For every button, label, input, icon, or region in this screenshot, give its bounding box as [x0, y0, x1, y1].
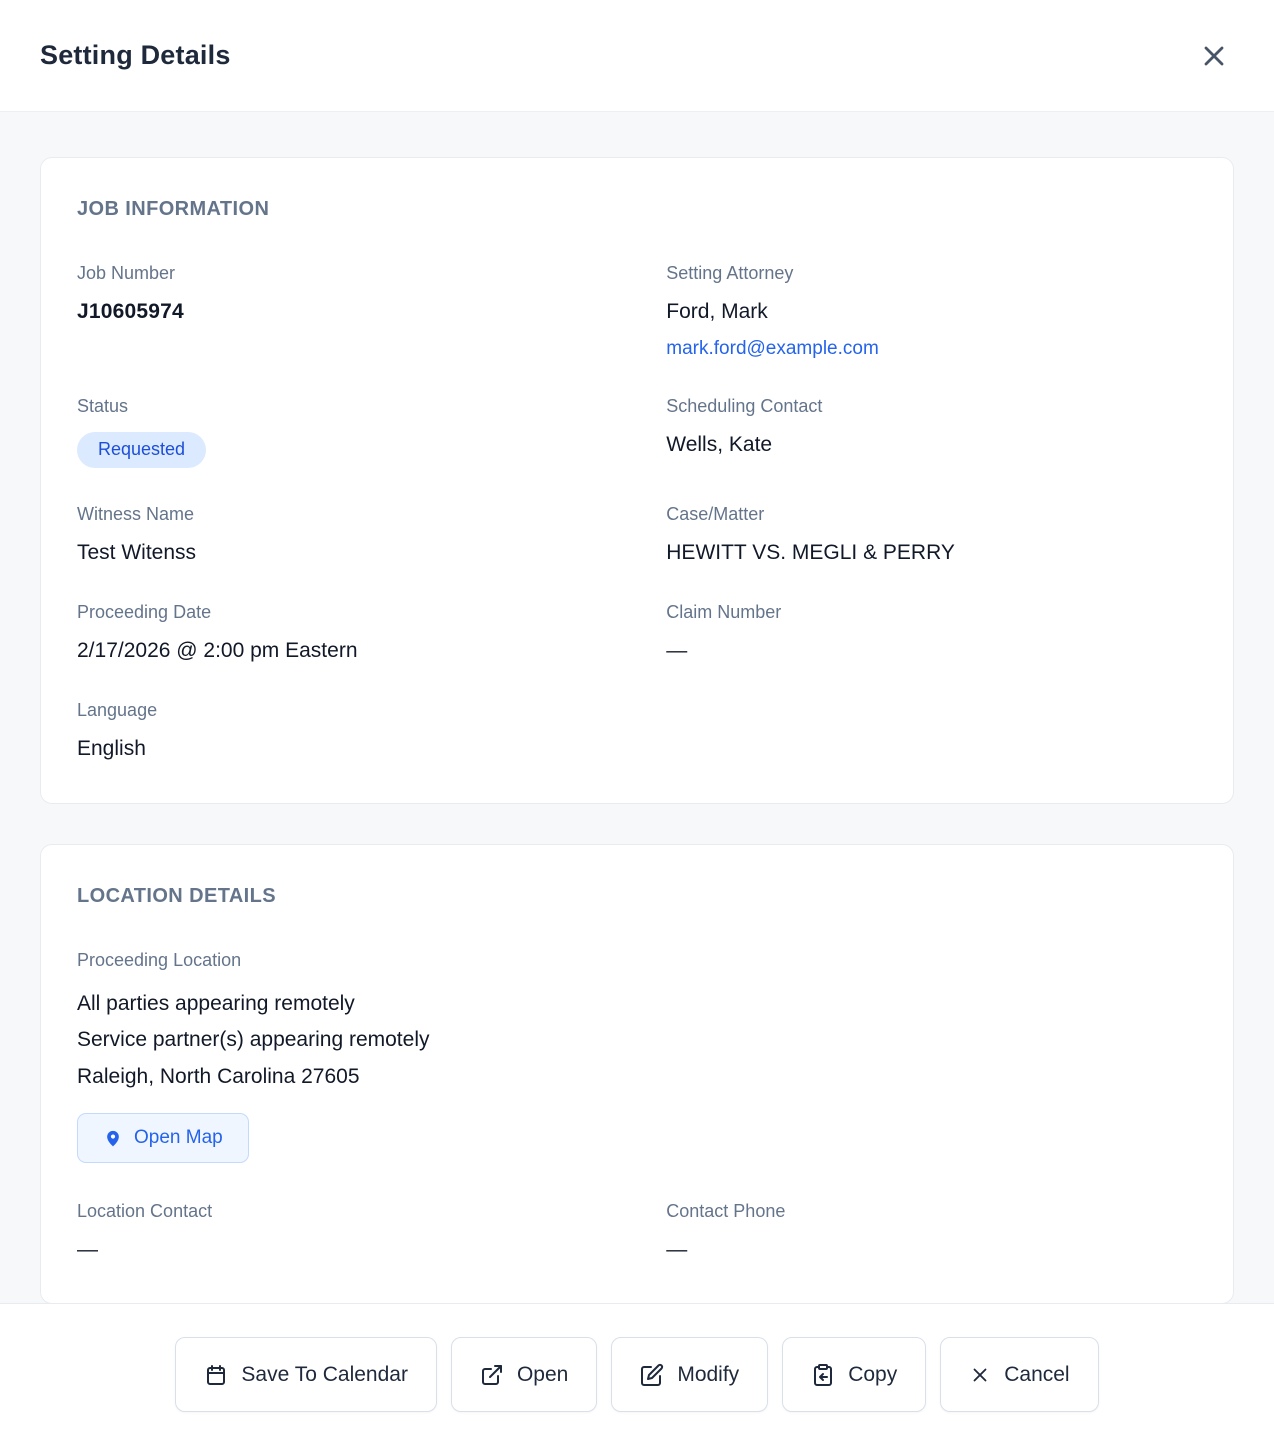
- field-status: Status Requested: [77, 396, 634, 468]
- calendar-icon: [204, 1363, 228, 1387]
- field-label: Contact Phone: [666, 1201, 786, 1222]
- case-matter-value: HEWITT VS. MEGLI & PERRY: [666, 540, 955, 564]
- modal-header: Setting Details: [0, 0, 1274, 112]
- location-details-card: LOCATION DETAILS Proceeding Location All…: [40, 843, 1234, 1305]
- open-map-label: Open Map: [134, 1127, 223, 1149]
- field-label: Proceeding Location: [77, 949, 242, 970]
- field-case-matter: Case/Matter HEWITT VS. MEGLI & PERRY: [666, 504, 1197, 566]
- open-button[interactable]: Open: [450, 1337, 598, 1412]
- button-label: Cancel: [1004, 1362, 1070, 1386]
- field-label: Setting Attorney: [666, 263, 794, 283]
- field-label: Status: [77, 396, 129, 417]
- field-proceeding-date: Proceeding Date 2/17/2026 @ 2:00 pm East…: [77, 602, 634, 664]
- contact-phone-value: —: [666, 1238, 688, 1262]
- button-label: Copy: [848, 1362, 898, 1386]
- field-location-contact: Location Contact —: [77, 1201, 634, 1263]
- edit-icon: [640, 1363, 664, 1387]
- close-button[interactable]: [1194, 36, 1234, 76]
- location-details-heading: LOCATION DETAILS: [77, 884, 276, 907]
- field-label: Language: [77, 700, 158, 721]
- cancel-button[interactable]: Cancel: [940, 1337, 1099, 1412]
- field-label: Proceeding Date: [77, 602, 212, 623]
- button-label: Save To Calendar: [241, 1362, 408, 1386]
- field-label: Location Contact: [77, 1201, 213, 1222]
- location-line: All parties appearing remotely: [77, 991, 355, 1015]
- field-proceeding-location: Proceeding Location All parties appearin…: [77, 950, 1197, 1096]
- job-information-card: JOB INFORMATION Job Number J10605974 Set…: [40, 157, 1234, 804]
- job-number-value: J10605974: [77, 300, 184, 323]
- map-pin-icon: [103, 1128, 123, 1148]
- button-label: Open: [516, 1362, 569, 1386]
- field-label: Case/Matter: [666, 503, 765, 524]
- location-contact-value: —: [77, 1238, 98, 1262]
- page-title: Setting Details: [40, 40, 231, 70]
- save-to-calendar-button[interactable]: Save To Calendar: [175, 1337, 437, 1412]
- field-label: Scheduling Contact: [666, 396, 823, 417]
- button-label: Modify: [677, 1362, 740, 1386]
- close-icon: [1198, 40, 1230, 72]
- location-line: Raleigh, North Carolina 27605: [77, 1064, 360, 1088]
- location-line: Service partner(s) appearing remotely: [77, 1028, 430, 1052]
- external-link-icon: [480, 1363, 504, 1387]
- job-information-heading: JOB INFORMATION: [77, 198, 270, 220]
- field-setting-attorney: Setting Attorney Ford, Mark mark.ford@ex…: [666, 263, 1197, 360]
- language-value: English: [77, 737, 146, 761]
- modal-body: JOB INFORMATION Job Number J10605974 Set…: [0, 112, 1274, 1305]
- witness-name-value: Test Witenss: [77, 540, 197, 564]
- setting-attorney-value: Ford, Mark: [666, 300, 768, 323]
- attorney-email-link[interactable]: mark.ford@example.com: [666, 338, 879, 360]
- field-job-number: Job Number J10605974: [77, 263, 634, 325]
- field-label: Claim Number: [666, 602, 782, 623]
- field-language: Language English: [77, 700, 634, 762]
- copy-button[interactable]: Copy: [782, 1337, 927, 1412]
- proceeding-date-value: 2/17/2026 @ 2:00 pm Eastern: [77, 639, 358, 663]
- field-label: Witness Name: [77, 503, 195, 524]
- proceeding-location-value: All parties appearing remotely Service p…: [77, 986, 1197, 1096]
- modal-footer: Save To Calendar Open Modify: [0, 1303, 1274, 1440]
- scheduling-contact-value: Wells, Kate: [666, 433, 773, 457]
- field-scheduling-contact: Scheduling Contact Wells, Kate: [666, 396, 1197, 458]
- field-claim-number: Claim Number —: [666, 602, 1197, 664]
- field-witness-name: Witness Name Test Witenss: [77, 504, 634, 566]
- modify-button[interactable]: Modify: [611, 1337, 769, 1412]
- open-map-button[interactable]: Open Map: [77, 1113, 249, 1164]
- claim-number-value: —: [666, 639, 688, 663]
- field-label: Job Number: [77, 263, 176, 283]
- clipboard-icon: [811, 1363, 835, 1387]
- field-contact-phone: Contact Phone —: [666, 1201, 1197, 1263]
- status-badge: Requested: [77, 432, 207, 468]
- x-icon: [969, 1364, 991, 1386]
